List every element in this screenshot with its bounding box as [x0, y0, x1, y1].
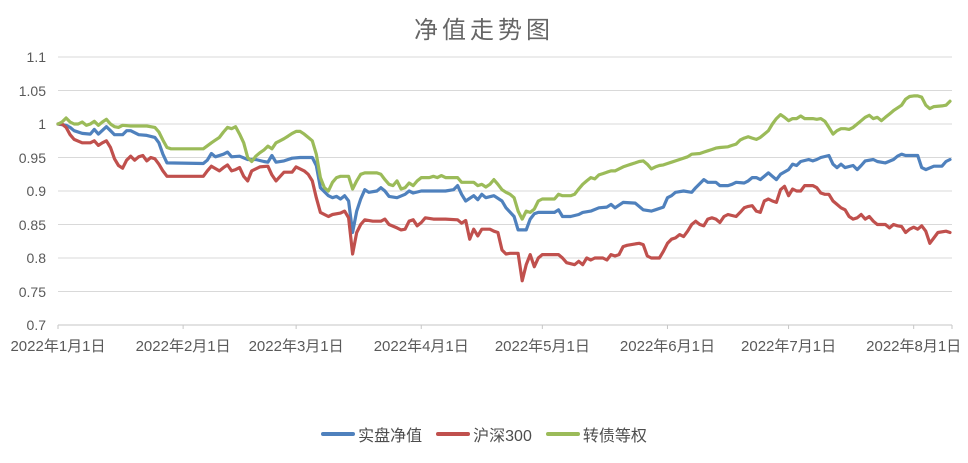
series-line-convertible-bond-equal-weight: [56, 94, 952, 221]
legend-label-convertible-bond-equal-weight: 转债等权: [582, 428, 647, 445]
series-line-csi300: [56, 122, 952, 283]
legend-label-csi300: 沪深300: [473, 428, 532, 445]
y-axis-label: 1.05: [18, 82, 46, 99]
chart-legend: 实盘净值 沪深300 转债等权: [0, 423, 968, 445]
y-axis-label: 0.9: [26, 183, 46, 199]
x-axis-label: 2022年4月1日: [373, 338, 469, 355]
y-axis-label: 0.85: [18, 216, 46, 233]
legend-label-portfolio-nav: 实盘净值: [358, 428, 423, 445]
x-axis-label: 2022年2月1日: [135, 338, 231, 355]
chart-title: 净值走势图: [414, 16, 554, 44]
series-line-portfolio-nav: [56, 122, 952, 235]
x-axis-label: 2022年1月1日: [10, 338, 106, 355]
x-axis-label: 2022年5月1日: [494, 338, 590, 355]
y-axis-label: 0.95: [18, 149, 46, 166]
x-axis-label: 2022年6月1日: [619, 338, 715, 355]
legend-line-swatch-csi300: [436, 432, 471, 436]
x-axis-label: 2022年3月1日: [248, 338, 344, 355]
legend-item-csi300: 沪深300: [436, 422, 532, 446]
y-axis-label: 0.7: [26, 317, 46, 333]
y-axis-label: 1: [38, 116, 46, 132]
x-axis-label: 2022年7月1日: [741, 338, 837, 355]
legend-item-convertible-bond-equal-weight: 转债等权: [545, 422, 647, 446]
x-axis-label: 2022年8月1日: [866, 338, 962, 355]
legend-line-swatch-convertible-bond-equal-weight: [545, 432, 580, 436]
y-axis-label: 0.8: [26, 250, 46, 266]
legend-line-swatch-portfolio-nav: [321, 432, 356, 436]
y-axis-label: 0.75: [18, 283, 46, 300]
legend-item-portfolio-nav: 实盘净值: [321, 422, 422, 446]
y-axis-label: 1.1: [26, 49, 46, 65]
